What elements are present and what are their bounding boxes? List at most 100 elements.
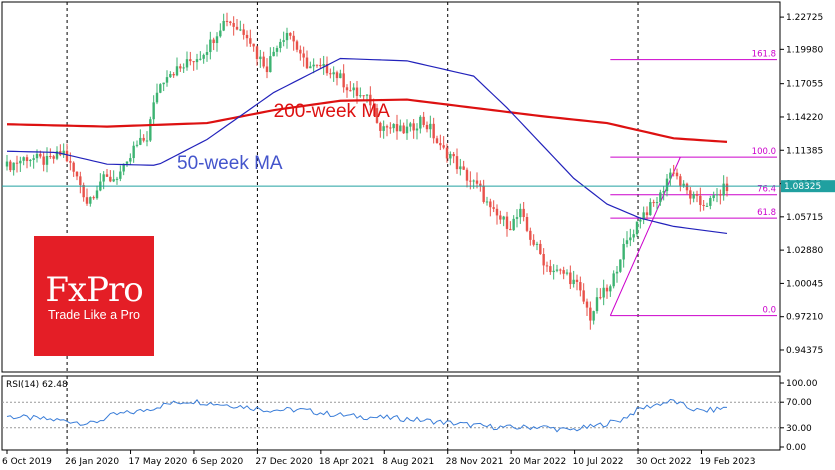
candle-body [475,180,479,184]
candle-body [379,122,382,131]
candle-body [392,124,395,129]
candle-body [292,35,295,42]
x-tick-label: 6 Sep 2020 [192,457,244,467]
candle-body [569,272,572,285]
y-tick-label: 1.19980 [786,45,823,55]
candle-body [532,239,535,245]
candle-body [482,185,485,202]
candle-body [249,38,252,44]
candle-body [42,156,45,165]
x-tick-label: 26 Jan 2020 [65,457,119,467]
candle-body [715,194,719,196]
candle-body [632,234,635,238]
candle-body [272,51,275,57]
candle-body [179,66,182,69]
candle-body [192,61,195,63]
y-tick-label: 0.94375 [786,346,823,356]
candle-body [282,40,285,42]
candle-body [725,183,729,192]
candle-body [562,270,565,274]
candle-body [572,279,575,285]
candle-body [652,202,655,204]
candle-body [699,195,702,205]
candle-body [149,119,152,141]
candle-body [85,197,89,204]
candle-body [9,161,12,171]
x-tick-label: 19 Feb 2023 [699,457,755,467]
candle-body [202,54,205,59]
candle-body [335,72,339,79]
candle-body [55,151,59,159]
candle-body [305,57,309,69]
candle-body [322,64,325,67]
candle-body [105,174,109,177]
candle-body [122,163,125,172]
candle-body [685,183,689,191]
candle-body [555,269,559,271]
candle-body [229,21,232,24]
candle-body [225,20,229,22]
candle-body [645,212,649,216]
x-tick-label: 8 Aug 2021 [382,457,434,467]
candle-body [495,208,499,216]
candle-body [72,162,75,172]
candle-body [312,64,315,67]
candle-body [429,123,432,130]
candle-body [82,185,85,198]
candle-body [515,217,519,219]
time-axis: 6 Oct 2019 26 Jan 2020 17 May 2020 6 Sep 20… [2,450,755,467]
candle-body [182,67,185,69]
candle-body [25,157,29,162]
candle-body [389,127,392,129]
candle-body [159,84,162,93]
candle-body [612,273,615,287]
candle-body [425,124,429,130]
candle-body [372,105,375,109]
rsi-tick-label: 100.00 [786,379,818,389]
candle-body [459,166,462,170]
candle-body [15,162,19,164]
candle-body [659,192,662,203]
candle-body [422,116,425,125]
candle-body [629,237,632,241]
candle-body [619,259,622,272]
candle-body [525,217,529,231]
candle-body [565,272,569,274]
rsi-panel: RSI(14) 62.48 100.00 70.00 30.00 0.00 [2,379,818,453]
candle-body [345,87,349,91]
ma-annotation: 200-week MA [274,101,390,122]
candle-body [142,137,145,141]
candle-body [69,161,72,163]
candle-body [625,240,629,244]
candle-body [239,29,242,31]
candle-body [342,73,345,88]
candle-body [215,36,219,44]
candle-body [722,183,725,196]
price-axis: 1.227251.199801.170551.142201.113851.085… [2,13,835,356]
candle-body [65,150,69,162]
candle-body [289,32,292,36]
candle-body [315,64,319,66]
candle-body [35,153,39,159]
candle-body [382,126,385,131]
candle-body [325,64,329,74]
candle-body [712,195,715,199]
candle-body [419,116,422,129]
candle-body [132,145,135,159]
candle-body [75,171,79,177]
rsi-tick-label: 0.00 [786,443,806,453]
candle-body [209,39,212,53]
candle-body [709,198,712,206]
candle-body [602,287,605,298]
ma-line [6,57,728,235]
candle-body [125,161,129,164]
candle-body [669,172,672,179]
candle-body [559,269,562,271]
candle-body [522,208,525,218]
fib-level-label: 100.0 [752,147,776,157]
candle-body [662,191,665,193]
candle-body [135,144,139,146]
rsi-panel-frame [1,375,781,451]
candle-body [319,64,322,67]
